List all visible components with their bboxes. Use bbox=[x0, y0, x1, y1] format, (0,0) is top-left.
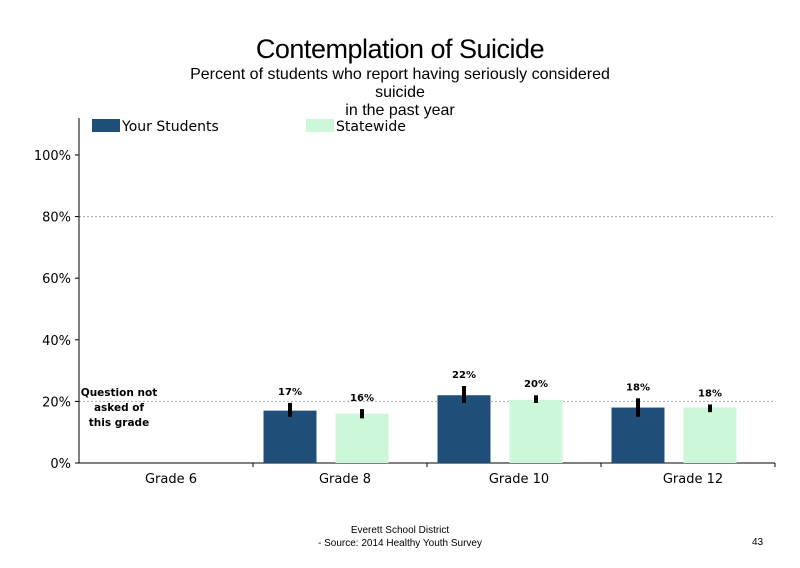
data-label: 17% bbox=[278, 387, 302, 398]
chart-title: Contemplation of Suicide bbox=[255, 34, 545, 64]
data-label: 16% bbox=[350, 393, 374, 404]
not-asked-note: this grade bbox=[89, 417, 149, 429]
y-tick-label: 100% bbox=[34, 149, 71, 164]
y-tick-label: 60% bbox=[42, 272, 71, 287]
subtitle-line-3: in the past year bbox=[345, 102, 455, 119]
legend-label: Your Students bbox=[121, 119, 219, 135]
not-asked-note: Question not bbox=[81, 387, 157, 399]
x-tick-label: Grade 8 bbox=[319, 472, 371, 487]
data-label: 18% bbox=[626, 382, 650, 393]
footer: Everett School District - Source: 2014 H… bbox=[250, 524, 550, 550]
subtitle-line-1: Percent of students who report having se… bbox=[190, 66, 610, 83]
bar bbox=[263, 410, 317, 463]
bar bbox=[509, 399, 563, 463]
x-tick-label: Grade 12 bbox=[663, 472, 723, 487]
data-label: 20% bbox=[524, 379, 548, 390]
page-number: 43 bbox=[752, 537, 764, 548]
x-tick-label: Grade 10 bbox=[489, 472, 549, 487]
footer-district: Everett School District bbox=[350, 525, 450, 536]
bar-chart: 0% 20% 40% 60% 80% 100% Grade 6 Grade 8 Grade 10… bbox=[34, 118, 776, 487]
not-asked-note: asked of bbox=[94, 402, 145, 414]
y-tick-label: 40% bbox=[42, 334, 71, 349]
legend-swatch bbox=[92, 119, 120, 132]
data-label: 18% bbox=[698, 388, 722, 399]
y-tick-label: 0% bbox=[50, 457, 71, 472]
chart-subtitle: Percent of students who report having se… bbox=[180, 66, 620, 120]
legend-swatch bbox=[306, 119, 334, 132]
subtitle-line-2: suicide bbox=[375, 84, 425, 101]
bar bbox=[437, 395, 491, 463]
data-label: 22% bbox=[452, 370, 476, 381]
bar bbox=[335, 413, 389, 463]
footer-source: - Source: 2014 Healthy Youth Survey bbox=[318, 538, 482, 549]
y-tick-label: 80% bbox=[42, 211, 71, 226]
legend-label: Statewide bbox=[336, 119, 406, 135]
x-tick-label: Grade 6 bbox=[145, 472, 197, 487]
bar bbox=[683, 407, 737, 463]
y-tick-label: 20% bbox=[42, 395, 71, 410]
